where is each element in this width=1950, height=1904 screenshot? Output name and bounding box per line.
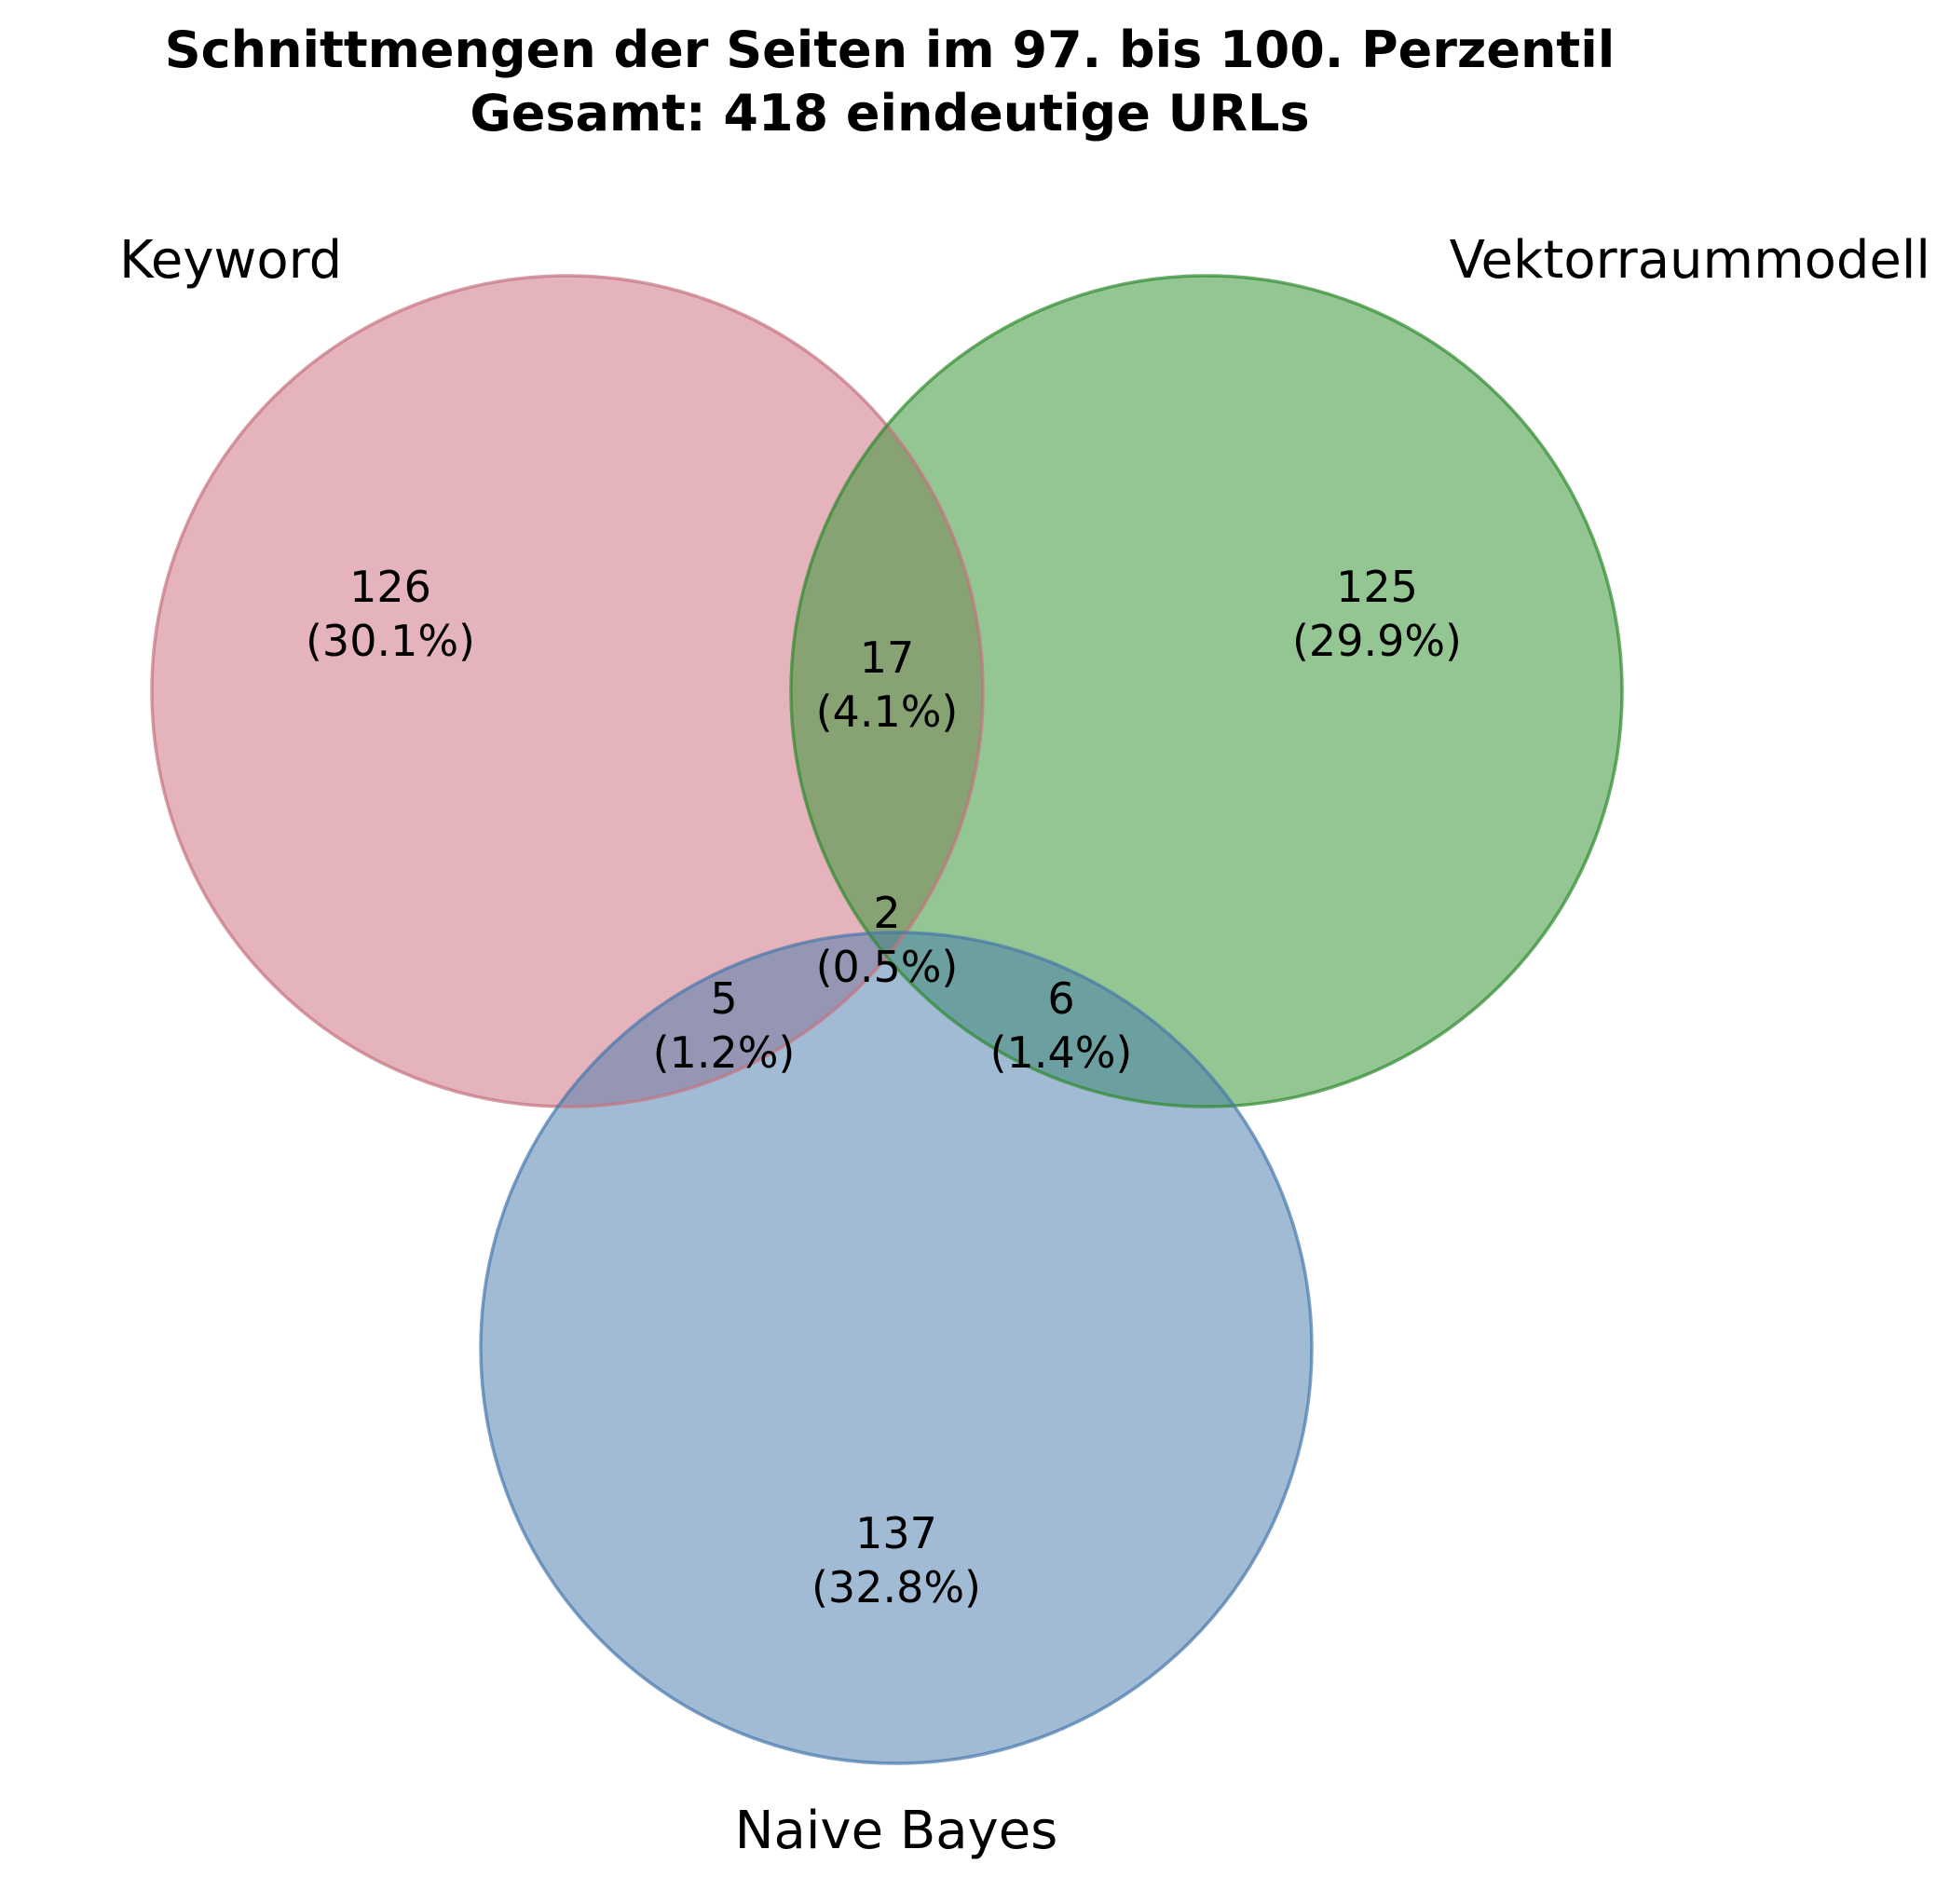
region-percent: (1.2%)	[653, 1027, 796, 1078]
region-bayes-only: 137 (32.8%)	[811, 1508, 981, 1612]
region-count: 5	[710, 973, 737, 1024]
region-count: 2	[873, 888, 900, 938]
set-label-vektorraummodell: Vektorraummodell	[1450, 230, 1930, 291]
region-percent: (4.1%)	[816, 687, 959, 737]
region-vektor-bayes: 6 (1.4%)	[990, 973, 1133, 1078]
region-count: 125	[1336, 562, 1418, 612]
circle-keyword	[152, 276, 983, 1107]
region-keyword-only: 126 (30.1%)	[306, 562, 475, 666]
set-circles	[152, 276, 1622, 1763]
region-percent: (32.8%)	[811, 1562, 981, 1612]
region-count: 137	[855, 1508, 937, 1558]
set-label-keyword: Keyword	[119, 230, 342, 291]
chart-title-line1: Schnittmengen der Seiten im 97. bis 100.…	[165, 20, 1616, 79]
outline-naive-bayes	[479, 931, 1314, 1765]
outline-vektorraummodell	[789, 274, 1624, 1108]
region-keyword-vektor: 17 (4.1%)	[816, 632, 959, 737]
chart-title-line2: Gesamt: 418 eindeutige URLs	[470, 84, 1309, 143]
region-all-three: 2 (0.5%)	[816, 888, 959, 992]
region-percent: (0.5%)	[816, 942, 959, 992]
region-percent: (1.4%)	[990, 1027, 1133, 1078]
circle-vektorraummodell	[791, 276, 1622, 1107]
region-percent: (29.9%)	[1292, 616, 1462, 666]
region-count: 17	[860, 632, 915, 683]
region-percent: (30.1%)	[306, 616, 475, 666]
region-count: 6	[1047, 973, 1074, 1024]
circle-outlines	[150, 274, 1624, 1765]
region-vektor-only: 125 (29.9%)	[1292, 562, 1462, 666]
set-label-naive-bayes: Naive Bayes	[735, 1801, 1058, 1861]
region-count: 126	[349, 562, 431, 612]
region-keyword-bayes: 5 (1.2%)	[653, 973, 796, 1078]
outline-keyword	[150, 274, 985, 1108]
circle-naive-bayes	[481, 932, 1312, 1763]
